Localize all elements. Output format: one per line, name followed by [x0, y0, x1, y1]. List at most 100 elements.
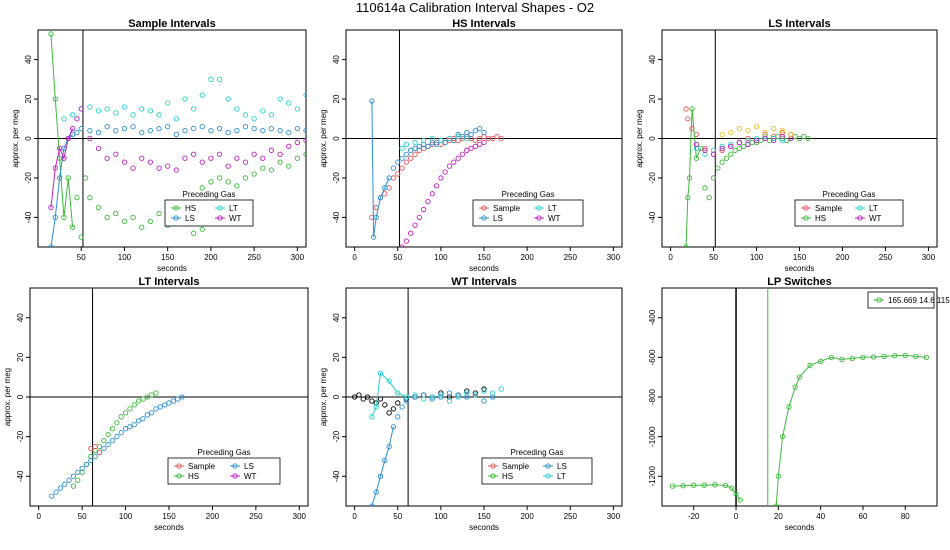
x-tick-label: 0 [668, 253, 673, 262]
data-point [286, 129, 292, 136]
data-point [242, 159, 249, 165]
data-point [902, 352, 908, 359]
data-point [122, 426, 129, 432]
data-point [260, 165, 266, 171]
data-point [49, 493, 55, 499]
data-point [208, 127, 214, 134]
data-point [260, 155, 266, 161]
y-tick-label: 0 [16, 394, 25, 399]
data-point [118, 430, 124, 436]
data-point [771, 137, 777, 144]
data-point [386, 410, 392, 416]
chart-panel-6: LP Switches -20 0 20 40 60 80 -1200 -1000 -800 -60… [648, 276, 950, 532]
x-tick-label: 150 [162, 512, 176, 521]
x-tick-label: 200 [520, 512, 534, 521]
data-point [147, 127, 154, 134]
data-point [736, 145, 742, 152]
data-point [792, 133, 798, 140]
data-point [88, 445, 94, 452]
data-point [286, 143, 292, 150]
data-point [234, 127, 240, 134]
legend-entry: HS [188, 472, 199, 481]
data-point [156, 210, 162, 217]
legend-entry: WT [548, 214, 561, 223]
x-axis-label: seconds [154, 523, 184, 532]
data-point [468, 131, 474, 138]
x-tick-label: 40 [816, 512, 825, 521]
legend-box [481, 457, 593, 485]
data-point [771, 125, 777, 132]
data-point [165, 100, 171, 106]
data-point [95, 204, 102, 211]
data-point [369, 414, 375, 420]
data-point [425, 143, 431, 150]
y-tick-label: -400 [648, 309, 657, 326]
data-point [140, 416, 146, 422]
data-point [190, 106, 197, 112]
data-point [69, 125, 76, 132]
data-point [477, 125, 483, 132]
x-axis-label: seconds [469, 523, 499, 532]
data-point [481, 398, 487, 404]
data-point [412, 139, 418, 146]
data-point [438, 175, 444, 181]
data-point [61, 155, 67, 161]
data-point [139, 224, 145, 230]
data-point [95, 145, 102, 152]
plot-frame [661, 287, 938, 507]
y-tick-label: -20 [332, 172, 341, 184]
data-point [429, 396, 435, 402]
data-point [79, 465, 85, 471]
data-point [796, 374, 803, 380]
legend-entry: 165.669 14.6 115 [888, 296, 950, 305]
data-point [762, 135, 768, 142]
data-point [157, 404, 163, 410]
series-line [371, 101, 390, 238]
data-point [481, 133, 487, 140]
data-point [870, 354, 877, 360]
data-point [74, 195, 80, 201]
data-point [412, 151, 418, 157]
legend-entry: HS [815, 214, 826, 223]
data-point [438, 394, 444, 400]
data-point [242, 112, 249, 118]
series-yellow [719, 124, 794, 138]
legend-swatch-marker [536, 215, 542, 221]
data-point [468, 145, 474, 152]
series-sample [88, 443, 103, 456]
x-tick-label: 0 [352, 512, 357, 521]
data-point [208, 179, 214, 185]
chart-title: WT Intervals [451, 276, 516, 288]
data-point [66, 477, 72, 483]
legend-swatch-marker [876, 297, 882, 303]
data-point [199, 159, 205, 165]
data-point [399, 244, 405, 247]
data-point [395, 390, 401, 396]
data-point [788, 131, 794, 138]
data-point [294, 139, 301, 146]
data-point [425, 198, 431, 205]
data-point [403, 159, 410, 165]
data-point [712, 482, 718, 488]
series-lt [693, 133, 785, 157]
data-point [173, 167, 179, 173]
data-point [399, 145, 405, 152]
data-point [377, 473, 384, 479]
series-line [50, 33, 74, 228]
data-point [403, 151, 410, 157]
data-point [786, 404, 792, 410]
data-point [294, 125, 301, 132]
legend-entry: LT [557, 472, 566, 481]
legend-box [472, 199, 584, 227]
data-point [153, 406, 159, 412]
data-point [190, 125, 197, 132]
series-lt [369, 370, 504, 420]
data-point [464, 129, 470, 136]
data-point [412, 392, 418, 398]
legend-swatch-marker [176, 473, 182, 479]
data-point [736, 139, 742, 146]
data-point [74, 129, 80, 136]
series-hs-late- [199, 151, 306, 191]
data-point [130, 165, 136, 171]
